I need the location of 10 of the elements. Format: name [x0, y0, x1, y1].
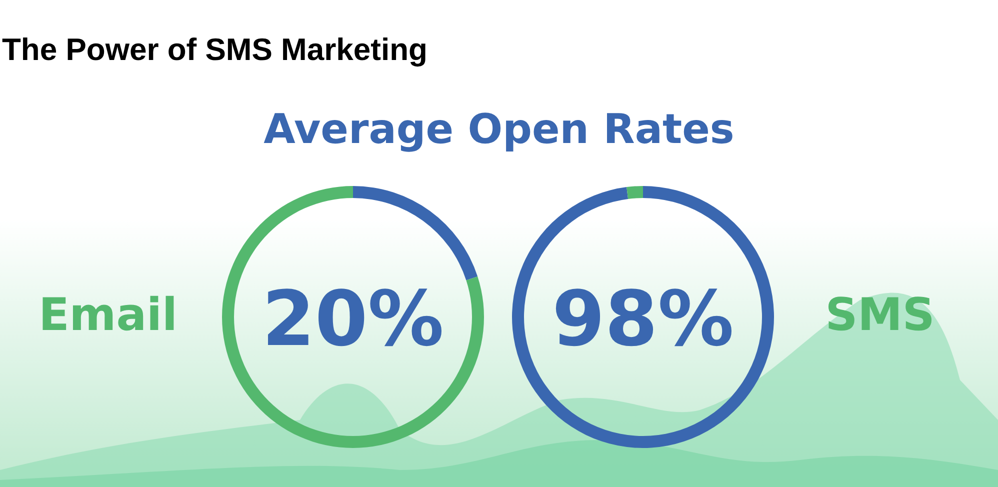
text: 98%: [552, 274, 734, 363]
chart-subtitle: Average Open Rates: [264, 105, 734, 153]
text: 20%: [262, 274, 444, 363]
donut-slice: [626, 186, 643, 199]
text: SMS: [825, 288, 935, 341]
donut-slice: [353, 186, 478, 280]
donut-slice: [512, 186, 774, 448]
chart-title: The Power of SMS Marketing: [2, 32, 428, 67]
text: Email: [38, 288, 178, 341]
donut-slice: [222, 186, 484, 448]
